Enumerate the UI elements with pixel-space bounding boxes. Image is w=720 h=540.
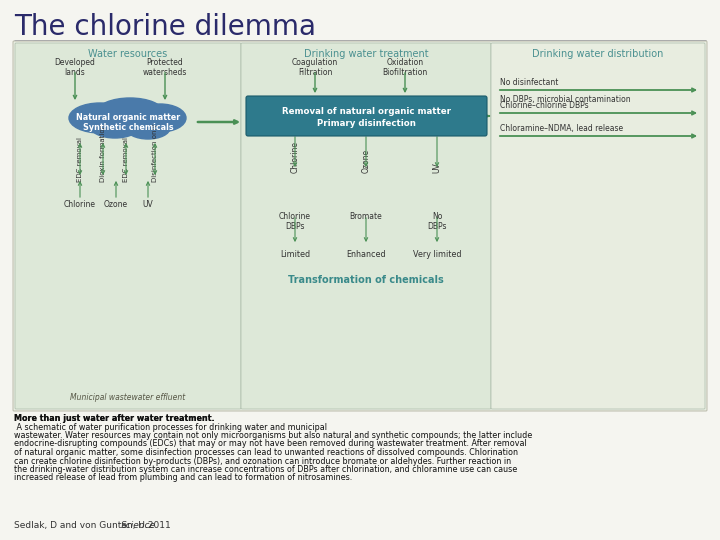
Text: Chloramine–NDMA, lead release: Chloramine–NDMA, lead release [500, 124, 623, 133]
FancyBboxPatch shape [246, 96, 487, 136]
Text: Chlorine–chlorine DBPs: Chlorine–chlorine DBPs [500, 101, 589, 110]
Text: EDC removal: EDC removal [123, 137, 129, 182]
Text: wastewater. Water resources may contain not only microorganisms but also natural: wastewater. Water resources may contain … [14, 431, 532, 440]
Ellipse shape [90, 114, 140, 138]
Text: Coagulation
Filtration: Coagulation Filtration [292, 58, 338, 77]
Text: Removal of natural organic matter: Removal of natural organic matter [282, 107, 451, 117]
Text: Bromate: Bromate [350, 212, 382, 221]
Text: Limited: Limited [280, 250, 310, 259]
Text: Ozone: Ozone [104, 200, 128, 209]
Text: Synthetic chemicals: Synthetic chemicals [83, 124, 174, 132]
Text: More than just water after water treatment.: More than just water after water treatme… [14, 414, 215, 423]
FancyBboxPatch shape [241, 43, 491, 409]
Text: Enhanced: Enhanced [346, 250, 386, 259]
Text: Protected
watersheds: Protected watersheds [143, 58, 187, 77]
FancyBboxPatch shape [15, 43, 241, 409]
Text: More than just water after water treatment.: More than just water after water treatme… [14, 414, 215, 423]
Ellipse shape [126, 117, 170, 139]
Text: A schematic of water purification processes for drinking water and municipal: A schematic of water purification proces… [14, 422, 327, 431]
Text: Dioxin formation: Dioxin formation [100, 124, 106, 182]
Text: Primary disinfection: Primary disinfection [317, 119, 415, 129]
FancyBboxPatch shape [13, 41, 707, 411]
Text: No disinfectant: No disinfectant [500, 78, 559, 87]
Text: UV: UV [143, 200, 153, 209]
Text: Transformation of chemicals: Transformation of chemicals [288, 275, 444, 285]
Text: endocrine-disrupting compounds (EDCs) that may or may not have been removed duri: endocrine-disrupting compounds (EDCs) th… [14, 440, 527, 449]
Text: The chlorine dilemma: The chlorine dilemma [14, 13, 316, 41]
Text: can create chlorine disinfection by-products (DBPs), and ozonation can introduce: can create chlorine disinfection by-prod… [14, 456, 511, 465]
Text: Drinking water distribution: Drinking water distribution [532, 49, 664, 59]
Text: Ozone: Ozone [361, 149, 371, 173]
Text: the drinking-water distribution system can increase concentrations of DBPs after: the drinking-water distribution system c… [14, 465, 517, 474]
Text: Chlorine: Chlorine [64, 200, 96, 209]
Text: Drinking water treatment: Drinking water treatment [304, 49, 428, 59]
Text: 2011: 2011 [145, 521, 171, 530]
Ellipse shape [69, 103, 131, 133]
Text: Chlorine
DBPs: Chlorine DBPs [279, 212, 311, 232]
Text: of natural organic matter, some disinfection processes can lead to unwanted reac: of natural organic matter, some disinfec… [14, 448, 518, 457]
Text: Municipal wastewater effluent: Municipal wastewater effluent [71, 393, 186, 402]
Text: Science: Science [120, 521, 156, 530]
Ellipse shape [134, 104, 186, 132]
Text: Disinfection only: Disinfection only [152, 123, 158, 182]
Text: Natural organic matter: Natural organic matter [76, 113, 180, 123]
Text: Very limited: Very limited [413, 250, 462, 259]
Text: increased release of lead from plumbing and can lead to formation of nitrosamine: increased release of lead from plumbing … [14, 474, 352, 483]
Text: No DBPs, microbial contamination: No DBPs, microbial contamination [500, 95, 631, 104]
Text: Developed
lands: Developed lands [55, 58, 96, 77]
Text: Water resources: Water resources [89, 49, 168, 59]
FancyBboxPatch shape [491, 43, 705, 409]
Text: Oxidation
Biofiltration: Oxidation Biofiltration [382, 58, 428, 77]
Text: No
DBPs: No DBPs [427, 212, 446, 232]
Ellipse shape [97, 98, 163, 126]
Text: EDC removal: EDC removal [77, 137, 83, 182]
Text: UV: UV [433, 162, 441, 173]
Text: Chlorine: Chlorine [290, 141, 300, 173]
Text: Sedlak, D and von Gunten, U..: Sedlak, D and von Gunten, U.. [14, 521, 153, 530]
